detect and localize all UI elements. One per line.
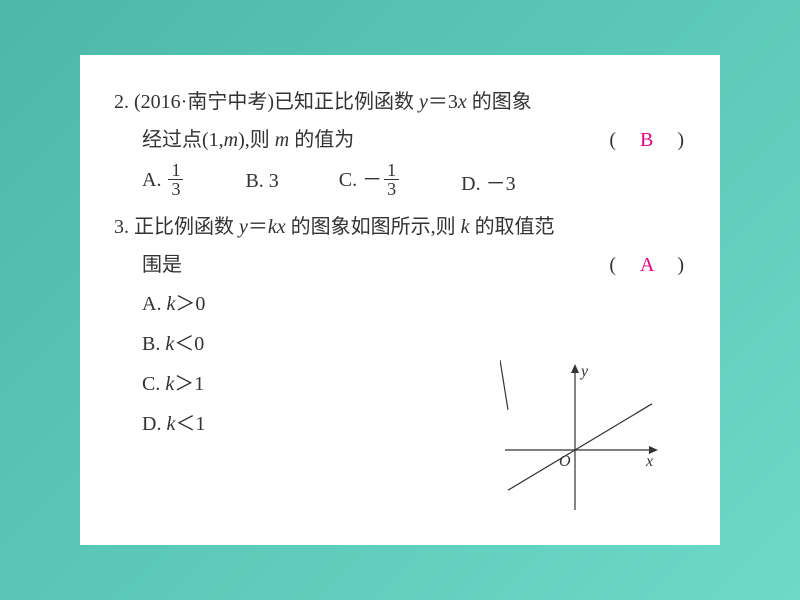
q3-stem-a: 正比例函数 [134,216,239,238]
q3-optD-k: k [166,413,175,435]
svg-text:O: O [559,453,571,470]
q3-optB-rel: ＜0 [174,333,204,355]
q3-optA: A. k＞0 [142,284,686,324]
q2-stem-b: 的图象 [467,91,532,113]
q3-optB-k: k [165,333,174,355]
q2-answer-group: ( B ) [609,121,686,159]
q2-optD: D. －3 [461,167,515,196]
q3-optC-label: C. [142,373,165,395]
q3-x: x [277,216,286,238]
q3-optB-label: B. [142,333,165,355]
q2-optC-den: 3 [384,180,399,198]
q3-number: 3. [114,216,129,238]
q3-optD-rel: ＜1 [175,413,205,435]
q3-line2: 围是 ( A ) [114,246,686,284]
q2-line1: 2. (2016·南宁中考)已知正比例函数 y＝3x 的图象 [114,83,686,121]
q3-optA-rel: ＞0 [175,293,205,315]
q3-optB: B. k＜0 [142,324,686,364]
q3-stem-c: 的取值范 [470,216,555,238]
svg-text:x: x [645,453,653,470]
q2-answer: B [640,129,655,151]
q3-stem-b: 的图象如图所示,则 [286,216,461,238]
q2-line2: 经过点(1,m),则 m 的值为 ( B ) [114,121,686,159]
q2-l2c: 的值为 [289,129,354,151]
graph-icon: y x O [500,360,660,515]
q2-3: 3 [448,91,458,113]
q3-optC-rel: ＞1 [174,373,204,395]
q2-y: y [419,91,428,113]
q2-m2: m [275,129,289,151]
q3-optA-label: A. [142,293,166,315]
q2-src-close: ) [267,91,274,113]
q3-optC-k: k [165,373,174,395]
q2-eq: ＝ [428,91,448,113]
q3-answer-group: ( A ) [609,246,686,284]
q3-k2: k [461,216,470,238]
q3-eq: ＝ [248,216,268,238]
q3-line1: 3. 正比例函数 y＝kx 的图象如图所示,则 k 的取值范 [114,208,686,246]
q2-m1: m [224,129,238,151]
q2-optA-den: 3 [168,180,183,198]
q2-number: 2. [114,91,129,113]
q3-optD-label: D. [142,413,166,435]
q2-stem-a: 已知正比例函数 [274,91,419,113]
q3-l2: 围是 [142,246,182,284]
q2-l2a: 经过点(1, [142,129,224,151]
q2-x: x [458,91,467,113]
q2-optA-label: A. [142,169,161,191]
q2-options: A. 1 3 B. 3 C. － 1 3 D. －3 [114,163,686,200]
q2-optA-num: 1 [168,161,183,180]
q2-optC: C. － 1 3 [339,163,401,200]
q3-answer: A [640,254,655,276]
q2-optB: B. 3 [245,170,278,193]
svg-text:y: y [579,363,589,380]
q2-line2-left: 经过点(1,m),则 m 的值为 [142,121,354,159]
q3-optA-k: k [166,293,175,315]
page-card: 2. (2016·南宁中考)已知正比例函数 y＝3x 的图象 经过点(1,m),… [80,55,720,545]
q2-l2b: ),则 [238,129,275,151]
q2-src-text: 南宁中考 [187,91,267,113]
fraction-icon: 1 3 [384,161,399,198]
q2-optC-label: C. － [339,169,382,191]
q3-k: k [268,216,277,238]
q2-optC-num: 1 [384,161,399,180]
q3-y: y [239,216,248,238]
fraction-icon: 1 3 [168,161,183,198]
q2-optA: A. 1 3 [142,163,185,200]
q2-src-open: (2016 [134,91,181,113]
